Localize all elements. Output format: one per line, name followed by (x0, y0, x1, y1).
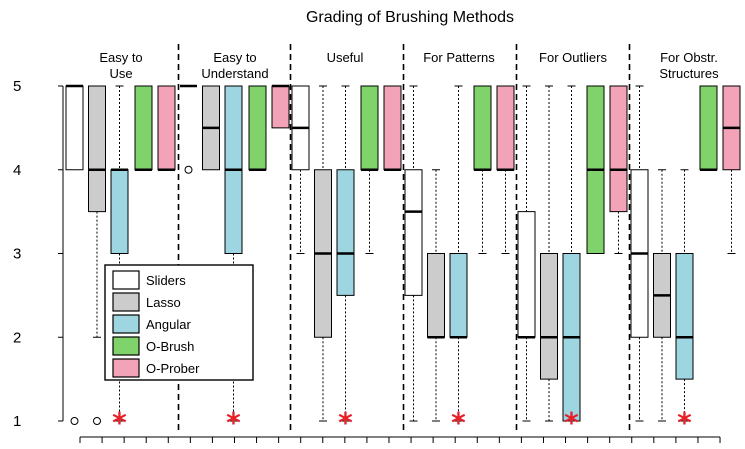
box-angular: * (675, 169, 694, 439)
legend-label: Lasso (146, 295, 181, 310)
box-rect (517, 211, 536, 338)
box-sliders (291, 85, 310, 254)
box-rect (271, 85, 290, 129)
box-sliders (180, 84, 197, 174)
asterisk-marker: * (226, 406, 241, 439)
panel-label: For Obstr. (660, 50, 718, 65)
box-rect (336, 169, 355, 296)
panel-label: Useful (327, 50, 364, 65)
box-rect (383, 85, 402, 171)
box-o-prober (496, 85, 515, 254)
asterisk-marker: * (564, 406, 579, 439)
box-angular: * (110, 85, 129, 439)
box-angular: * (224, 85, 243, 439)
box-rect (65, 85, 84, 171)
asterisk-marker: * (451, 406, 466, 439)
box-o-prober (157, 85, 176, 172)
y-tick-label: 1 (13, 413, 21, 430)
y-tick-label: 5 (13, 78, 21, 95)
asterisk-marker: * (112, 406, 127, 439)
box-rect (110, 169, 129, 254)
box-o-prober (383, 85, 402, 172)
y-tick-label: 4 (13, 162, 21, 179)
box-rect (699, 85, 718, 171)
box-lasso (427, 169, 445, 422)
legend: Sliders Lasso Angular O-Brush O-Prober (104, 264, 254, 381)
box-lasso (88, 85, 106, 425)
panel-label: For Patterns (423, 50, 495, 65)
panel: Useful * (291, 50, 402, 439)
box-o-prober (722, 85, 741, 254)
box-o-brush (134, 85, 153, 172)
legend-swatch (112, 358, 140, 378)
legend-label: Angular (146, 317, 191, 332)
box-sliders (630, 85, 649, 422)
legend-label: Sliders (146, 273, 186, 288)
legend-label: O-Brush (146, 339, 194, 354)
box-lasso (202, 85, 220, 171)
box-lasso (314, 85, 332, 422)
outlier-point (93, 417, 101, 425)
chart-title: Grading of Brushing Methods (306, 9, 514, 26)
box-rect (404, 169, 423, 296)
box-rect (157, 85, 176, 171)
legend-item: Sliders (112, 270, 186, 290)
box-sliders (404, 85, 423, 422)
legend-label: O-Prober (146, 361, 200, 376)
box-rect (496, 85, 515, 171)
box-o-prober (271, 84, 290, 129)
box-o-brush (586, 85, 605, 254)
box-sliders (517, 85, 536, 422)
panel-label: Easy to (213, 50, 256, 65)
panel-label: Structures (659, 66, 719, 81)
box-angular: * (449, 85, 468, 439)
panel: For Outliers * (517, 50, 628, 439)
box-rect (360, 85, 379, 171)
panel-label: Use (109, 66, 132, 81)
legend-swatch (112, 270, 140, 290)
box-rect (449, 253, 468, 338)
box-lasso (540, 85, 558, 422)
box-rect (609, 85, 628, 213)
box-rect (88, 85, 106, 213)
box-rect (134, 85, 153, 171)
legend-item: Angular (112, 314, 191, 334)
box-angular: * (336, 85, 355, 439)
legend-swatch (112, 314, 140, 334)
outlier-point (184, 165, 193, 174)
panel: For Obstr.Structures * (630, 50, 741, 439)
box-rect (675, 253, 694, 380)
panel-label: Understand (201, 66, 268, 81)
box-rect (248, 85, 267, 171)
legend-swatch (112, 292, 140, 312)
outlier-point (70, 417, 79, 425)
box-angular: * (562, 85, 581, 439)
box-o-prober (609, 85, 628, 254)
legend-swatch (112, 336, 140, 356)
legend-item: O-Brush (112, 336, 194, 356)
panel-label: Easy to (99, 50, 142, 65)
y-tick-label: 2 (13, 329, 21, 346)
box-o-brush (360, 85, 379, 254)
asterisk-marker: * (677, 406, 692, 439)
box-rect (540, 253, 558, 380)
panel: For Patterns * (404, 50, 515, 439)
box-o-brush (473, 85, 492, 254)
box-rect (473, 85, 492, 171)
panel-label: For Outliers (539, 50, 607, 65)
asterisk-marker: * (338, 406, 353, 439)
box-sliders (65, 84, 84, 425)
legend-item: O-Prober (112, 358, 200, 378)
box-rect (427, 253, 445, 338)
box-lasso (653, 169, 671, 422)
box-o-brush (248, 85, 267, 172)
legend-item: Lasso (112, 292, 181, 312)
y-tick-label: 3 (13, 246, 21, 263)
box-o-brush (699, 85, 718, 172)
